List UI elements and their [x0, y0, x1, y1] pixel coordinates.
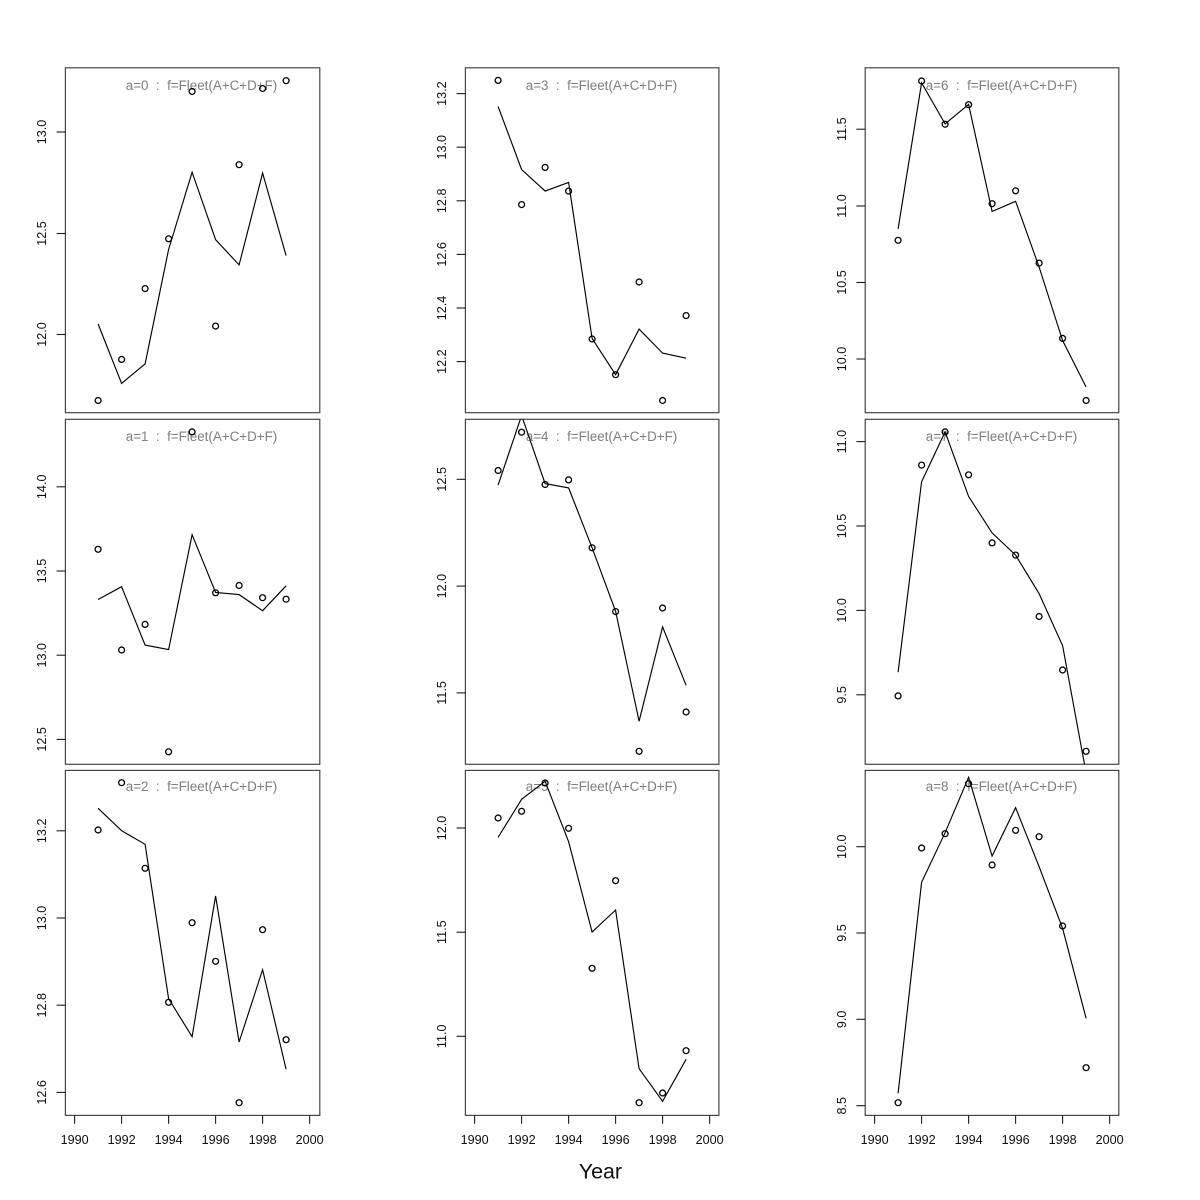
svg-text:12.6: 12.6 [35, 1080, 49, 1105]
svg-text:11.5: 11.5 [835, 117, 849, 141]
svg-text:a=3 : f=Fleet(A+C+D+F): a=3 : f=Fleet(A+C+D+F) [526, 78, 677, 93]
svg-text:10.0: 10.0 [835, 347, 849, 372]
svg-text:12.8: 12.8 [35, 993, 49, 1018]
svg-text:11.5: 11.5 [435, 681, 449, 705]
svg-text:12.0: 12.0 [35, 322, 49, 347]
svg-text:10.5: 10.5 [835, 514, 849, 539]
svg-text:10.0: 10.0 [835, 834, 849, 859]
svg-text:1994: 1994 [555, 1133, 583, 1147]
svg-text:13.0: 13.0 [435, 135, 449, 160]
svg-text:13.0: 13.0 [35, 120, 49, 145]
svg-text:1996: 1996 [602, 1133, 630, 1147]
svg-text:a=8 : f=Fleet(A+C+D+F): a=8 : f=Fleet(A+C+D+F) [926, 779, 1077, 794]
svg-text:a=6 : f=Fleet(A+C+D+F): a=6 : f=Fleet(A+C+D+F) [926, 78, 1077, 93]
svg-text:9.5: 9.5 [835, 686, 849, 704]
svg-text:1994: 1994 [955, 1133, 983, 1147]
svg-text:1992: 1992 [908, 1133, 936, 1147]
svg-text:12.8: 12.8 [435, 189, 449, 214]
svg-text:13.2: 13.2 [35, 819, 49, 844]
svg-text:10.0: 10.0 [835, 598, 849, 623]
svg-text:Year: Year [579, 1160, 622, 1184]
svg-text:2000: 2000 [296, 1133, 324, 1147]
svg-text:1996: 1996 [1002, 1133, 1030, 1147]
svg-text:1994: 1994 [155, 1133, 183, 1147]
svg-text:14.0: 14.0 [35, 475, 49, 500]
svg-text:2000: 2000 [696, 1133, 724, 1147]
svg-text:12.0: 12.0 [435, 816, 449, 841]
svg-text:12.5: 12.5 [35, 727, 49, 752]
svg-text:13.0: 13.0 [35, 906, 49, 931]
svg-text:11.0: 11.0 [435, 1025, 449, 1049]
svg-text:13.0: 13.0 [35, 643, 49, 668]
svg-text:a=1 : f=Fleet(A+C+D+F): a=1 : f=Fleet(A+C+D+F) [126, 429, 277, 444]
svg-text:1998: 1998 [249, 1133, 277, 1147]
svg-text:12.2: 12.2 [435, 349, 449, 374]
svg-text:12.5: 12.5 [35, 221, 49, 246]
svg-text:1996: 1996 [202, 1133, 230, 1147]
svg-text:a=4 : f=Fleet(A+C+D+F): a=4 : f=Fleet(A+C+D+F) [526, 429, 677, 444]
svg-text:13.2: 13.2 [435, 81, 449, 106]
svg-text:1992: 1992 [108, 1133, 136, 1147]
svg-text:1998: 1998 [649, 1133, 677, 1147]
svg-text:12.6: 12.6 [435, 242, 449, 267]
svg-text:11.0: 11.0 [835, 194, 849, 218]
svg-text:12.4: 12.4 [435, 296, 449, 321]
svg-text:12.0: 12.0 [435, 574, 449, 599]
svg-text:1990: 1990 [61, 1133, 89, 1147]
svg-text:8.5: 8.5 [835, 1097, 849, 1115]
svg-text:a=2 : f=Fleet(A+C+D+F): a=2 : f=Fleet(A+C+D+F) [126, 779, 277, 794]
svg-text:a=0 : f=Fleet(A+C+D+F): a=0 : f=Fleet(A+C+D+F) [126, 78, 277, 93]
svg-text:2000: 2000 [1096, 1133, 1124, 1147]
svg-text:a=7 : f=Fleet(A+C+D+F): a=7 : f=Fleet(A+C+D+F) [926, 429, 1077, 444]
svg-text:1990: 1990 [861, 1133, 889, 1147]
svg-text:9.5: 9.5 [835, 924, 849, 942]
svg-text:9.0: 9.0 [835, 1011, 849, 1029]
svg-text:13.5: 13.5 [35, 559, 49, 584]
svg-text:12.5: 12.5 [435, 467, 449, 492]
svg-text:1998: 1998 [1049, 1133, 1077, 1147]
svg-text:1990: 1990 [461, 1133, 489, 1147]
svg-text:10.5: 10.5 [835, 270, 849, 295]
svg-text:11.0: 11.0 [835, 430, 849, 454]
svg-text:1992: 1992 [508, 1133, 536, 1147]
svg-text:a=5 : f=Fleet(A+C+D+F): a=5 : f=Fleet(A+C+D+F) [526, 779, 677, 794]
svg-text:11.5: 11.5 [435, 920, 449, 944]
